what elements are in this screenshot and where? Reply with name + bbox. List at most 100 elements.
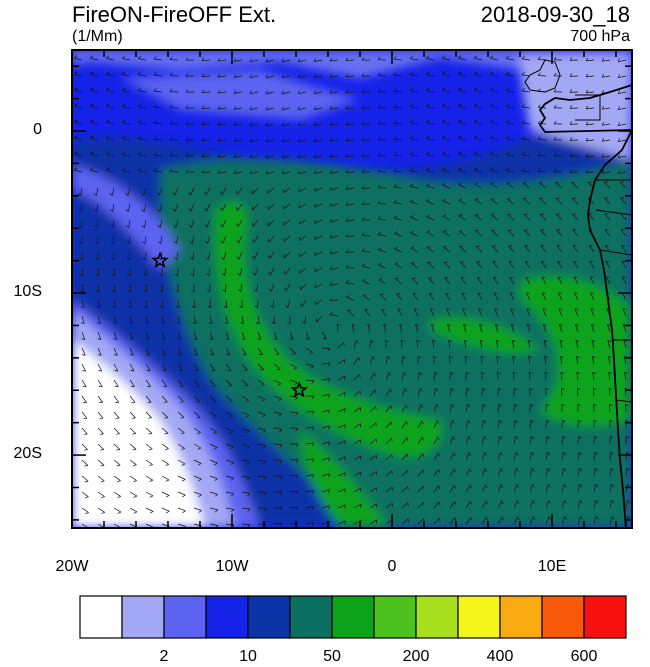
wind-barb-flag xyxy=(77,193,81,197)
wind-barb-flag xyxy=(345,280,349,284)
wind-barb xyxy=(161,507,170,512)
wind-barb xyxy=(209,475,218,480)
wind-barb-flag xyxy=(201,89,205,93)
wind-barb xyxy=(545,419,547,429)
wind-barb-flag xyxy=(409,168,413,171)
wind-barb xyxy=(463,324,467,333)
wind-barb xyxy=(481,468,486,477)
wind-barb xyxy=(378,264,387,269)
wind-barb xyxy=(299,267,307,274)
wind-barb xyxy=(80,203,83,212)
wind-barb-flag xyxy=(246,430,250,434)
wind-barb xyxy=(175,219,179,228)
wind-barb-flag xyxy=(433,355,437,359)
field-green-arc xyxy=(214,201,443,459)
wind-barb xyxy=(321,489,330,493)
wind-barb xyxy=(113,331,118,340)
wind-barb xyxy=(497,371,499,381)
wind-barb xyxy=(545,452,548,461)
wind-barb-flag xyxy=(553,168,557,173)
wind-barb-flag xyxy=(247,477,251,481)
wind-barb xyxy=(81,315,85,324)
wind-barb xyxy=(81,219,83,229)
wind-barb-flag xyxy=(217,105,221,110)
lat-label: 10S xyxy=(13,283,42,301)
legend-label: 2 xyxy=(159,648,169,665)
wind-barb xyxy=(153,90,163,93)
wind-barb-flag xyxy=(79,257,83,261)
wind-barb xyxy=(337,359,345,365)
wind-barb xyxy=(474,105,483,109)
wind-barb xyxy=(540,229,547,237)
wind-barb-flag xyxy=(505,167,509,171)
wind-barb xyxy=(492,261,499,269)
wind-barb-flag xyxy=(249,74,252,78)
wind-barb xyxy=(144,235,147,244)
wind-barb-flag xyxy=(547,451,551,455)
wind-barb-flag xyxy=(177,338,181,340)
wind-barb-flag xyxy=(577,403,581,407)
wind-barb-flag xyxy=(531,451,535,456)
wind-barb-flag xyxy=(260,369,264,371)
wind-barb xyxy=(586,107,595,110)
wind-barb-flag xyxy=(329,297,333,301)
wind-barb xyxy=(593,484,596,493)
wind-barb xyxy=(289,490,299,493)
wind-barb xyxy=(449,468,455,477)
wind-barb xyxy=(397,308,403,317)
wind-barb-flag xyxy=(244,384,249,387)
wind-barb xyxy=(161,363,167,371)
wind-barb xyxy=(273,379,282,385)
wind-barb xyxy=(607,356,611,365)
wind-barb-flag xyxy=(556,213,560,215)
legend-swatch xyxy=(457,595,501,639)
wind-barb-flag xyxy=(328,378,331,382)
wind-barb-flag xyxy=(393,72,397,76)
wind-barb-flag xyxy=(228,400,233,403)
wind-barb xyxy=(90,169,99,173)
wind-barb xyxy=(385,405,391,413)
wind-barb xyxy=(621,261,627,269)
wind-barb xyxy=(577,484,581,493)
wind-barb xyxy=(97,379,103,387)
wind-barb-flag xyxy=(189,224,192,228)
field-green-patch xyxy=(430,317,540,354)
wind-barb xyxy=(522,138,531,141)
wind-barb-flag xyxy=(345,186,348,190)
wind-barb-flag xyxy=(494,308,499,310)
wind-barb-flag xyxy=(105,87,110,91)
wind-barb xyxy=(305,411,315,413)
wind-barb xyxy=(491,199,499,205)
wind-barb-flag xyxy=(121,135,126,139)
wind-barb xyxy=(289,379,298,383)
wind-barb-flag xyxy=(421,437,424,441)
wind-barb xyxy=(465,420,469,429)
wind-barb xyxy=(250,123,259,127)
wind-barb xyxy=(353,439,361,445)
wind-barb xyxy=(555,198,563,205)
wind-barb xyxy=(609,468,612,477)
wind-barb xyxy=(128,219,131,228)
wind-barb-flag xyxy=(542,308,547,310)
wind-barb-flag xyxy=(473,55,478,59)
wind-barb xyxy=(193,331,198,340)
wind-barb xyxy=(161,395,168,403)
wind-barb-flag xyxy=(537,56,541,60)
wind-barb xyxy=(209,331,214,340)
wind-barb xyxy=(97,395,103,403)
wind-barb-flag xyxy=(422,485,425,490)
wind-barb-flag xyxy=(233,90,236,94)
wind-barb-flag xyxy=(426,183,430,187)
wind-barb-flag xyxy=(249,90,252,94)
wind-barb-flag xyxy=(220,240,224,244)
wind-barb xyxy=(556,214,563,221)
wind-barb xyxy=(560,356,563,365)
wind-barb-flag xyxy=(532,516,536,520)
wind-barb xyxy=(304,315,307,324)
wind-barb xyxy=(129,491,138,497)
wind-barb xyxy=(602,59,611,62)
wind-barb-flag xyxy=(438,485,441,490)
wind-barb xyxy=(362,265,371,269)
wind-barb-flag xyxy=(257,338,262,340)
wind-barb-flag xyxy=(553,104,557,109)
